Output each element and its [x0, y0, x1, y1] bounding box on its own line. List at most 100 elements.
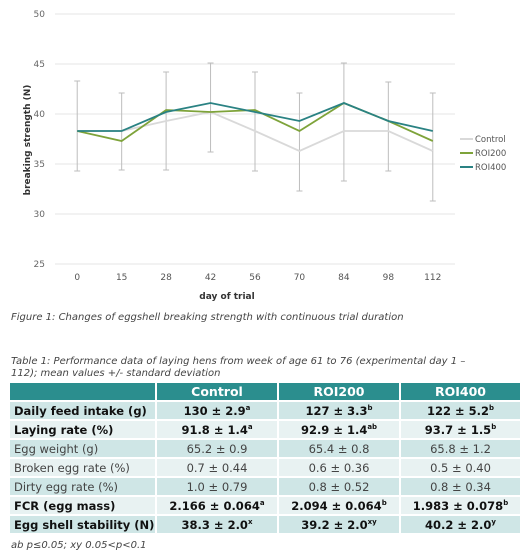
legend-label: ROI400	[475, 163, 506, 173]
table-cell: 130 ± 2.9a	[155, 400, 278, 420]
table-row: Laying rate (%) 91.8 ± 1.4a 92.9 ± 1.4ab 93…	[10, 419, 520, 439]
table-cell: 0.5 ± 0.40	[399, 457, 520, 477]
cell-value: 65.4 ± 0.8	[308, 441, 370, 456]
cell-value: 1.983 ± 0.078	[412, 498, 504, 513]
significance-superscript: b	[489, 403, 495, 412]
x-tick-label: 112	[424, 273, 441, 283]
significance-superscript: a	[259, 498, 265, 507]
table-cell: 39.2 ± 2.0xy	[277, 514, 400, 533]
table-cell: 127 ± 3.3b	[277, 400, 400, 420]
significance-superscript: b	[491, 422, 497, 431]
performance-table: Control ROI200 ROI400 Daily feed intake (g…	[10, 383, 520, 533]
table-cell: 91.8 ± 1.4a	[155, 419, 278, 439]
cell-value: 0.6 ± 0.36	[308, 460, 370, 475]
cell-value: 65.8 ± 1.2	[430, 441, 491, 456]
cell-value: 1.0 ± 0.79	[186, 479, 248, 494]
x-tick-label: 42	[205, 273, 216, 283]
table-row: Broken egg rate (%) 0.7 ± 0.44 0.6 ± 0.36 0…	[10, 457, 520, 477]
significance-superscript: x	[247, 517, 253, 526]
x-tick-label: 15	[116, 273, 127, 283]
column-header: ROI200	[277, 383, 400, 401]
table-row: Egg weight (g) 65.2 ± 0.9 65.4 ± 0.8 65.8 ±…	[10, 438, 520, 458]
cell-value: 130 ± 2.9	[183, 403, 246, 418]
row-label: Broken egg rate (%)	[10, 457, 156, 477]
cell-value: 92.9 ± 1.4	[300, 422, 368, 437]
series-line-roi400	[77, 102, 433, 132]
y-axis-label: breaking strength (N)	[23, 85, 33, 196]
row-label: Egg shell stability (N)	[10, 514, 156, 533]
table-cell: 65.4 ± 0.8	[277, 438, 400, 458]
table-row: Egg shell stability (N) 38.3 ± 2.0x 39.2 ±…	[10, 514, 520, 533]
breaking-strength-chart: 25 30 35 40 45 50 0 15 28 42 56 70 84 98 112 breaking…	[23, 10, 506, 302]
table-cell: 38.3 ± 2.0x	[155, 514, 278, 533]
cell-value: 0.7 ± 0.44	[186, 460, 248, 475]
significance-superscript: y	[491, 517, 496, 526]
significance-superscript: xy	[367, 517, 377, 526]
table-cell: 2.094 ± 0.064b	[277, 495, 400, 515]
table-cell: 1.983 ± 0.078b	[399, 495, 520, 515]
figure-caption: Figure 1: Changes of eggshell breaking s…	[11, 312, 404, 323]
cell-value: 93.7 ± 1.5	[424, 422, 492, 437]
chart-legend: Control ROI200 ROI400	[460, 135, 506, 173]
significance-superscript: ab	[367, 422, 378, 431]
column-header: ROI400	[399, 383, 520, 401]
table-cell: 40.2 ± 2.0y	[399, 514, 520, 533]
cell-value: 65.2 ± 0.9	[186, 441, 248, 456]
cell-value: 122 ± 5.2	[426, 403, 489, 418]
x-axis-label: day of trial	[199, 292, 254, 302]
significance-superscript: a	[245, 403, 251, 412]
y-tick-label: 40	[34, 110, 46, 120]
column-header: Control	[155, 383, 278, 401]
table-cell: 65.8 ± 1.2	[399, 438, 520, 458]
table-caption: Table 1: Performance data of laying hens…	[11, 356, 466, 379]
x-tick-label: 84	[338, 273, 350, 283]
table-cell: 0.8 ± 0.52	[277, 476, 400, 496]
table-row: FCR (egg mass) 2.166 ± 0.064a 2.094 ± 0.06…	[10, 495, 520, 515]
cell-value: 0.8 ± 0.52	[308, 479, 370, 494]
significance-superscript: b	[503, 498, 509, 507]
table-cell: 92.9 ± 1.4ab	[277, 419, 400, 439]
row-label: FCR (egg mass)	[10, 495, 156, 515]
y-tick-label: 45	[34, 60, 45, 70]
table-cell: 93.7 ± 1.5b	[399, 419, 520, 439]
table-cell: 0.7 ± 0.44	[155, 457, 278, 477]
cell-value: 0.8 ± 0.34	[430, 479, 491, 494]
table-cell: 65.2 ± 0.9	[155, 438, 278, 458]
y-tick-label: 50	[34, 10, 46, 20]
table-cell: 122 ± 5.2b	[399, 400, 520, 420]
chart-svg: 25 30 35 40 45 50 0 15 28 42 56 70 84 98 112 breaking…	[23, 10, 506, 302]
table-cell: 0.8 ± 0.34	[399, 476, 520, 496]
significance-superscript: b	[381, 498, 387, 507]
table-cell: 0.6 ± 0.36	[277, 457, 400, 477]
cell-value: 91.8 ± 1.4	[181, 422, 248, 437]
header-blank	[10, 383, 156, 401]
y-tick-label: 35	[34, 160, 45, 170]
cell-value: 2.166 ± 0.064	[169, 498, 260, 513]
x-tick-label: 56	[249, 273, 261, 283]
table-cell: 1.0 ± 0.79	[155, 476, 278, 496]
table-row: Dirty egg rate (%) 1.0 ± 0.79 0.8 ± 0.52 0.…	[10, 476, 520, 496]
significance-superscript: b	[367, 403, 373, 412]
cell-value: 38.3 ± 2.0	[181, 517, 248, 532]
footnote: ab p≤0.05; xy 0.05<p<0.1	[11, 540, 147, 551]
legend-label: ROI200	[475, 149, 506, 159]
x-tick-label: 28	[160, 273, 172, 283]
table-header-row: Control ROI200 ROI400	[10, 383, 520, 401]
cell-value: 39.2 ± 2.0	[301, 517, 368, 532]
y-tick-label: 30	[34, 210, 46, 220]
cell-value: 0.5 ± 0.40	[430, 460, 491, 475]
row-label: Laying rate (%)	[10, 419, 156, 439]
row-label: Dirty egg rate (%)	[10, 476, 156, 496]
table-row: Daily feed intake (g) 130 ± 2.9a 127 ± 3.3…	[10, 400, 520, 420]
cell-value: 127 ± 3.3	[305, 403, 368, 418]
x-tick-label: 0	[74, 273, 80, 283]
table-cell: 2.166 ± 0.064a	[155, 495, 278, 515]
x-tick-label: 70	[294, 273, 306, 283]
cell-value: 40.2 ± 2.0	[425, 517, 492, 532]
legend-label: Control	[475, 135, 506, 145]
x-tick-label: 98	[383, 273, 395, 283]
significance-superscript: a	[247, 422, 253, 431]
cell-value: 2.094 ± 0.064	[291, 498, 382, 513]
y-tick-label: 25	[34, 260, 45, 270]
row-label: Egg weight (g)	[10, 438, 156, 458]
